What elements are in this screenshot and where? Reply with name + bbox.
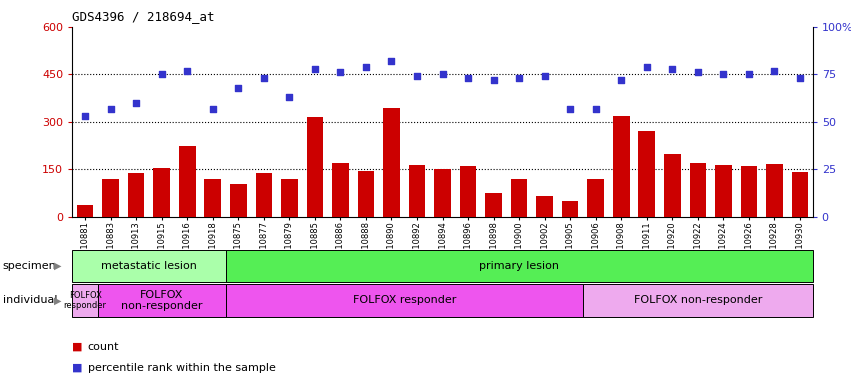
Point xyxy=(768,68,781,74)
Point xyxy=(257,75,271,81)
Bar xyxy=(179,146,196,217)
Text: ▶: ▶ xyxy=(54,295,61,306)
Bar xyxy=(98,284,226,317)
Bar xyxy=(226,284,583,317)
Bar xyxy=(740,166,757,217)
Point xyxy=(129,100,143,106)
Bar xyxy=(204,179,221,217)
Bar xyxy=(638,131,655,217)
Point xyxy=(589,106,603,112)
Text: FOLFOX
responder: FOLFOX responder xyxy=(64,291,106,310)
Point xyxy=(691,70,705,76)
Point xyxy=(334,70,347,76)
Bar xyxy=(72,284,98,317)
Text: percentile rank within the sample: percentile rank within the sample xyxy=(88,363,276,373)
Bar xyxy=(77,205,94,217)
Bar xyxy=(689,163,706,217)
Text: GDS4396 / 218694_at: GDS4396 / 218694_at xyxy=(72,10,214,23)
Bar xyxy=(583,284,813,317)
Text: ■: ■ xyxy=(72,342,83,352)
Bar xyxy=(536,196,553,217)
Point xyxy=(640,64,654,70)
Bar xyxy=(587,179,604,217)
Bar xyxy=(281,179,298,217)
Point xyxy=(283,94,296,100)
Point xyxy=(563,106,577,112)
Text: ▶: ▶ xyxy=(54,261,61,271)
Text: specimen: specimen xyxy=(3,261,56,271)
Text: ■: ■ xyxy=(72,363,83,373)
Point xyxy=(155,71,168,78)
Bar xyxy=(613,116,630,217)
Bar xyxy=(460,166,477,217)
Bar xyxy=(485,193,502,217)
Text: individual: individual xyxy=(3,295,57,306)
Point xyxy=(410,73,424,79)
Point xyxy=(104,106,117,112)
Bar xyxy=(766,164,783,217)
Bar xyxy=(226,250,813,282)
Point xyxy=(461,75,475,81)
Point xyxy=(359,64,373,70)
Bar xyxy=(255,173,272,217)
Point xyxy=(665,66,679,72)
Point xyxy=(436,71,449,78)
Bar xyxy=(383,108,400,217)
Text: FOLFOX non-responder: FOLFOX non-responder xyxy=(634,295,762,306)
Bar xyxy=(72,250,226,282)
Bar xyxy=(408,165,426,217)
Bar xyxy=(511,179,528,217)
Point xyxy=(512,75,526,81)
Bar xyxy=(791,172,808,217)
Bar xyxy=(153,168,170,217)
Text: primary lesion: primary lesion xyxy=(479,261,559,271)
Point xyxy=(717,71,730,78)
Point xyxy=(742,71,756,78)
Bar xyxy=(562,201,579,217)
Text: FOLFOX responder: FOLFOX responder xyxy=(352,295,456,306)
Point xyxy=(308,66,322,72)
Bar xyxy=(357,171,374,217)
Bar xyxy=(230,184,247,217)
Point xyxy=(78,113,92,119)
Text: count: count xyxy=(88,342,119,352)
Text: FOLFOX
non-responder: FOLFOX non-responder xyxy=(121,290,203,311)
Point xyxy=(180,68,194,74)
Point xyxy=(538,73,551,79)
Bar xyxy=(715,165,732,217)
Point xyxy=(793,75,807,81)
Bar xyxy=(128,173,145,217)
Point xyxy=(206,106,220,112)
Text: metastatic lesion: metastatic lesion xyxy=(101,261,197,271)
Bar xyxy=(102,179,119,217)
Bar xyxy=(306,117,323,217)
Point xyxy=(231,84,245,91)
Bar xyxy=(434,169,451,217)
Point xyxy=(385,58,398,64)
Bar xyxy=(332,163,349,217)
Point xyxy=(614,77,628,83)
Bar xyxy=(664,154,681,217)
Point xyxy=(487,77,500,83)
